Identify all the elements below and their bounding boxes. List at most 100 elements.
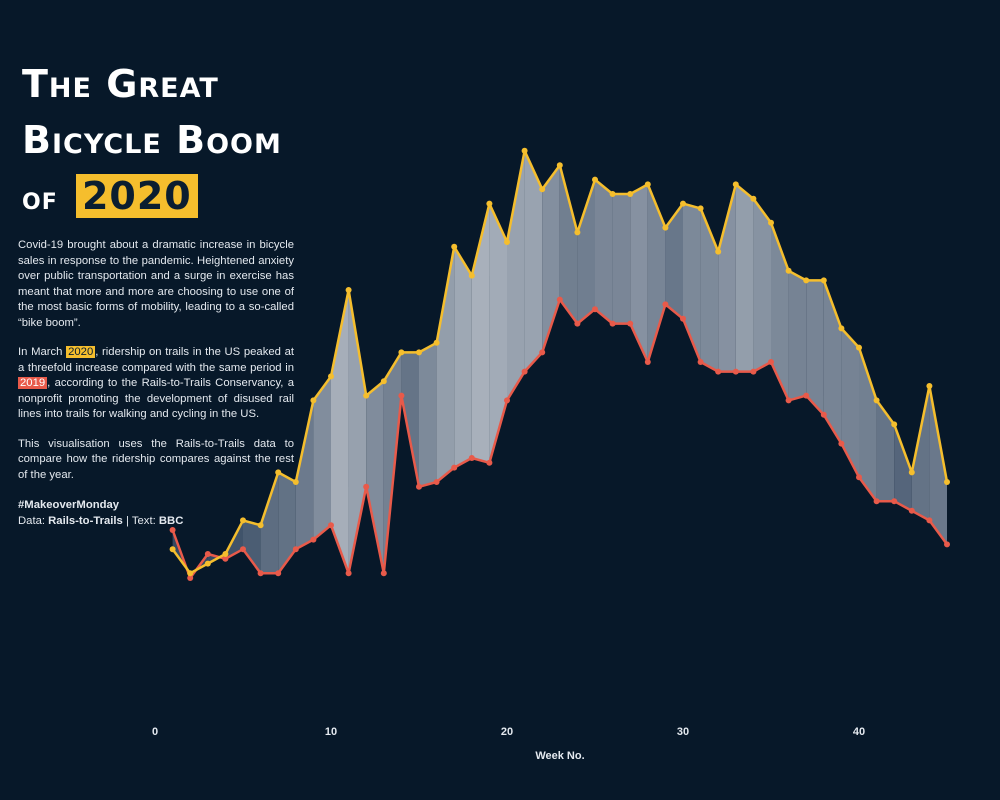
point-2020-week-37[interactable] xyxy=(803,277,810,284)
point-2020-week-15[interactable] xyxy=(416,349,422,356)
point-2020-week-10[interactable] xyxy=(328,373,334,380)
point-2020-week-4[interactable] xyxy=(222,551,229,557)
point-2019-week-18[interactable] xyxy=(468,455,475,461)
title-line-3: of 2020 xyxy=(22,168,382,227)
point-2020-week-25[interactable] xyxy=(592,176,598,183)
point-2020-week-6[interactable] xyxy=(257,522,264,529)
point-2019-week-24[interactable] xyxy=(574,320,581,327)
point-2019-week-33[interactable] xyxy=(732,368,739,375)
point-2020-week-27[interactable] xyxy=(627,191,634,197)
point-2019-week-23[interactable] xyxy=(556,296,563,303)
point-2019-week-42[interactable] xyxy=(891,498,898,505)
point-2019-week-27[interactable] xyxy=(627,320,634,327)
point-2019-week-12[interactable] xyxy=(363,483,370,490)
point-2019-week-32[interactable] xyxy=(715,368,722,375)
x-axis-title: Week No. xyxy=(535,750,584,762)
point-2019-week-41[interactable] xyxy=(873,498,880,505)
point-2019-week-3[interactable] xyxy=(204,551,211,557)
band-week-31 xyxy=(700,208,719,372)
point-2019-week-9[interactable] xyxy=(310,536,317,543)
point-2019-week-34[interactable] xyxy=(750,368,757,375)
point-2019-week-17[interactable] xyxy=(451,464,458,471)
point-2020-week-41[interactable] xyxy=(873,397,880,404)
band-week-26 xyxy=(612,194,631,324)
point-2019-week-31[interactable] xyxy=(697,359,704,365)
point-2020-week-40[interactable] xyxy=(856,344,862,351)
point-2020-week-45[interactable] xyxy=(944,479,950,485)
point-2019-week-29[interactable] xyxy=(662,301,669,308)
point-2020-week-18[interactable] xyxy=(468,272,475,279)
point-2019-week-2[interactable] xyxy=(187,575,194,581)
point-2020-week-9[interactable] xyxy=(310,397,317,404)
point-2019-week-26[interactable] xyxy=(609,320,616,327)
point-2020-week-8[interactable] xyxy=(292,479,299,485)
point-2020-week-33[interactable] xyxy=(732,181,739,188)
point-2020-week-17[interactable] xyxy=(451,243,458,250)
band-week-21 xyxy=(524,150,543,372)
point-2019-week-15[interactable] xyxy=(416,483,422,490)
point-2020-week-31[interactable] xyxy=(697,205,704,212)
point-2020-week-13[interactable] xyxy=(380,378,387,385)
point-2020-week-2[interactable] xyxy=(187,570,194,577)
point-2020-week-35[interactable] xyxy=(768,219,774,226)
point-2020-week-5[interactable] xyxy=(240,517,246,524)
point-2020-week-21[interactable] xyxy=(521,147,528,154)
point-2019-week-1[interactable] xyxy=(169,527,176,533)
point-2020-week-16[interactable] xyxy=(433,339,440,346)
point-2019-week-35[interactable] xyxy=(768,359,774,365)
point-2020-week-1[interactable] xyxy=(169,546,176,553)
point-2020-week-12[interactable] xyxy=(363,392,370,399)
point-2019-week-44[interactable] xyxy=(926,517,933,524)
point-2020-week-19[interactable] xyxy=(486,200,493,207)
point-2019-week-13[interactable] xyxy=(380,570,387,577)
point-2019-week-5[interactable] xyxy=(240,546,246,553)
point-2020-week-30[interactable] xyxy=(680,200,686,207)
point-2019-week-20[interactable] xyxy=(504,397,510,404)
point-2020-week-3[interactable] xyxy=(204,560,211,567)
point-2019-week-19[interactable] xyxy=(486,459,493,466)
x-tick-label-20: 20 xyxy=(501,726,513,738)
point-2020-week-22[interactable] xyxy=(539,186,546,193)
point-2019-week-14[interactable] xyxy=(398,392,405,399)
point-2020-week-11[interactable] xyxy=(345,287,352,293)
point-2019-week-45[interactable] xyxy=(944,541,950,548)
point-2020-week-43[interactable] xyxy=(908,469,915,476)
point-2019-week-37[interactable] xyxy=(803,392,810,399)
point-2020-week-39[interactable] xyxy=(838,325,845,332)
point-2019-week-8[interactable] xyxy=(292,546,299,553)
point-2019-week-10[interactable] xyxy=(328,522,334,529)
hashtag: #MakeoverMonday xyxy=(18,499,120,511)
point-2019-week-6[interactable] xyxy=(257,570,264,577)
point-2019-week-16[interactable] xyxy=(433,479,440,485)
point-2020-week-26[interactable] xyxy=(609,191,616,197)
point-2020-week-36[interactable] xyxy=(785,267,792,274)
point-2020-week-38[interactable] xyxy=(820,277,827,284)
point-2019-week-11[interactable] xyxy=(345,570,352,577)
point-2019-week-43[interactable] xyxy=(908,507,915,514)
year-2019-highlight: 2019 xyxy=(18,377,48,389)
point-2019-week-39[interactable] xyxy=(838,440,845,447)
point-2020-week-28[interactable] xyxy=(644,181,651,188)
point-2020-week-23[interactable] xyxy=(556,162,563,169)
point-2019-week-38[interactable] xyxy=(820,411,827,418)
point-2019-week-7[interactable] xyxy=(275,570,282,577)
band-week-32 xyxy=(718,184,736,372)
point-2020-week-34[interactable] xyxy=(750,195,757,202)
point-2020-week-24[interactable] xyxy=(574,229,581,236)
point-2020-week-32[interactable] xyxy=(715,248,722,255)
point-2020-week-7[interactable] xyxy=(275,469,282,476)
point-2019-week-30[interactable] xyxy=(680,315,686,322)
point-2019-week-28[interactable] xyxy=(644,359,651,365)
point-2019-week-22[interactable] xyxy=(539,349,546,356)
point-2020-week-42[interactable] xyxy=(891,421,898,428)
point-2019-week-40[interactable] xyxy=(856,474,862,481)
point-2019-week-25[interactable] xyxy=(592,306,598,313)
point-2020-week-29[interactable] xyxy=(662,224,669,231)
point-2019-week-36[interactable] xyxy=(785,397,792,404)
point-2019-week-21[interactable] xyxy=(521,368,528,375)
band-week-15 xyxy=(419,342,437,487)
point-2020-week-14[interactable] xyxy=(398,349,405,356)
point-2020-week-20[interactable] xyxy=(504,239,510,245)
point-2019-week-4[interactable] xyxy=(222,555,229,562)
point-2020-week-44[interactable] xyxy=(926,383,933,389)
